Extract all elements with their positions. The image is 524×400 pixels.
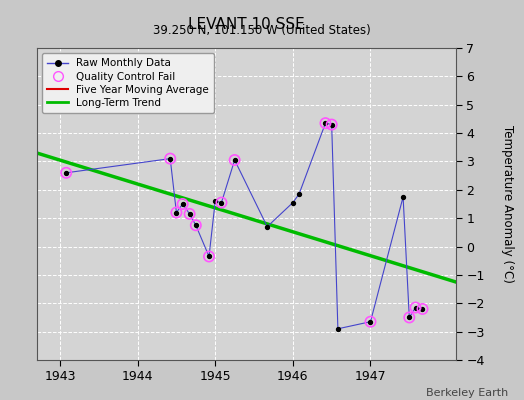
Point [217, 199, 226, 206]
Point [334, 326, 342, 332]
Point [172, 209, 181, 216]
Y-axis label: Temperature Anomaly (°C): Temperature Anomaly (°C) [501, 125, 515, 283]
Point [192, 222, 200, 228]
Point [321, 120, 330, 126]
Point [185, 211, 194, 217]
Point [418, 306, 427, 312]
Point [166, 156, 174, 162]
Point [411, 304, 420, 311]
Point [62, 170, 70, 176]
Point [321, 120, 330, 126]
Point [166, 156, 174, 162]
Point [405, 314, 413, 321]
Point [179, 201, 187, 207]
Point [205, 253, 213, 260]
Point [366, 318, 375, 325]
Point [328, 121, 336, 128]
Point [418, 306, 427, 312]
Point [295, 191, 303, 197]
Point [263, 224, 271, 230]
Point [231, 157, 239, 163]
Point [411, 304, 420, 311]
Point [192, 222, 200, 228]
Point [328, 121, 336, 128]
Text: 39.250 N, 101.150 W (United States): 39.250 N, 101.150 W (United States) [153, 24, 371, 37]
Point [172, 209, 181, 216]
Point [231, 157, 239, 163]
Point [205, 253, 213, 260]
Point [62, 170, 70, 176]
Point [185, 211, 194, 217]
Point [289, 199, 297, 206]
Point [366, 318, 375, 325]
Legend: Raw Monthly Data, Quality Control Fail, Five Year Moving Average, Long-Term Tren: Raw Monthly Data, Quality Control Fail, … [42, 53, 214, 113]
Point [179, 201, 187, 207]
Point [217, 199, 226, 206]
Title: LEVANT 10 SSE: LEVANT 10 SSE [188, 16, 304, 32]
Text: Berkeley Earth: Berkeley Earth [426, 388, 508, 398]
Point [405, 314, 413, 321]
Point [211, 198, 220, 204]
Point [399, 194, 407, 200]
